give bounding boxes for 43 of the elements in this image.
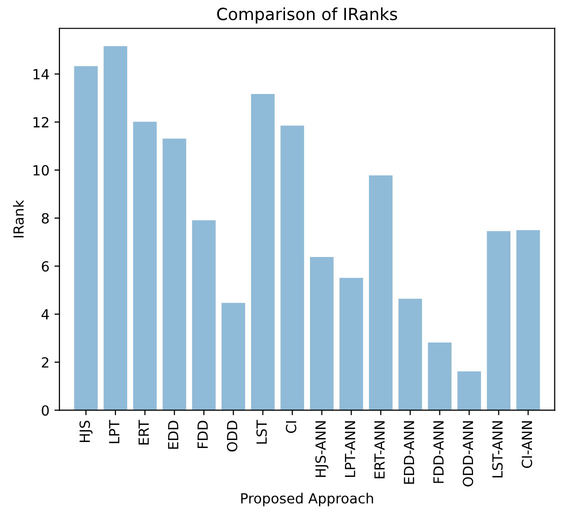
bar [310,257,334,410]
bar [74,66,98,410]
y-tick-label: 6 [42,261,49,272]
bar [251,94,275,410]
bar [192,220,216,410]
x-tick-label: HJS [79,420,93,442]
y-tick-label: 0 [42,405,49,416]
x-tick-label: FDD-ANN [433,421,444,483]
x-tick-label: ERT [138,420,149,444]
chart-title: Comparison of IRanks [217,7,398,24]
bar [398,298,422,410]
bar [133,122,157,410]
bar [428,342,452,410]
bar [162,138,186,410]
x-axis-title: Proposed Approach [241,492,374,506]
x-tick-label: ERT-ANN [374,421,385,478]
y-tick-label: 12 [34,117,48,128]
x-tick-label: CI [286,421,296,433]
x-tick-label: LST-ANN [492,421,503,478]
bar [486,231,510,410]
x-tick-label: LST [256,420,267,444]
x-tick-label: CI-ANN [522,421,532,468]
x-tick-label: EDD [168,420,178,449]
y-tick-label: 2 [42,357,48,368]
bar [104,46,128,410]
bar [222,302,246,410]
bar [368,175,393,410]
y-tick-label: 14 [34,69,49,80]
x-tick-label: LPT [109,420,120,444]
y-axis-title: IRank [13,200,24,238]
x-tick-label: FDD [198,420,208,448]
x-tick-label: EDD-ANN [404,421,414,484]
bar [339,278,364,410]
y-tick-label: 4 [42,309,49,320]
x-tick-label: LPT-ANN [344,421,356,477]
bar [457,371,481,410]
y-tick-label: 8 [42,213,49,224]
x-tick-label: HJS-ANN [315,421,328,477]
x-tick-label: ODD-ANN [462,421,474,486]
x-tick-label: ODD [226,420,238,452]
bar [280,126,304,410]
bar [516,230,540,410]
y-tick-label: 10 [34,165,49,176]
